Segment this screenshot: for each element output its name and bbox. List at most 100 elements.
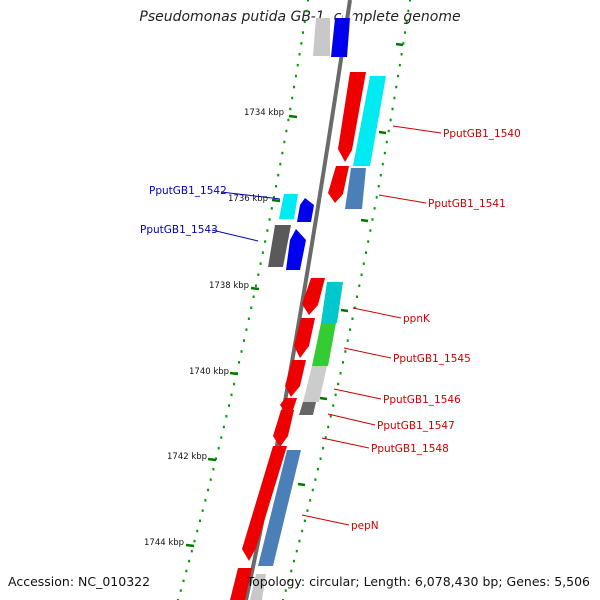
guide-dot	[233, 382, 236, 386]
guide-dot	[397, 74, 400, 78]
gene-arrow-1540-cyan[interactable]	[353, 76, 386, 166]
guide-dot	[287, 579, 290, 583]
guide-dot	[387, 129, 390, 133]
guide-dot	[185, 569, 188, 573]
label-PputGB1_1543[interactable]: PputGB1_1543	[140, 224, 218, 236]
gene-arrow-1546-lightgray[interactable]	[303, 366, 327, 402]
guide-dot	[284, 589, 287, 592]
guide-dot	[327, 425, 330, 429]
gene-arrow-1547-red[interactable]	[280, 398, 297, 412]
tick-label-1738: 1738 kbp	[209, 281, 249, 291]
guide-dot	[222, 425, 225, 429]
guide-dot	[309, 499, 312, 502]
gene-arrow-1547-darkgray[interactable]	[299, 402, 316, 415]
gene-arrow-1548-red[interactable]	[273, 410, 294, 447]
gene-arrow-1541-red[interactable]	[328, 166, 349, 203]
guide-dot	[306, 509, 309, 512]
guide-dot	[270, 207, 273, 210]
gene-arrow-1541-blue[interactable]	[345, 168, 366, 209]
gene-arrow-pepn-blue[interactable]	[258, 450, 301, 566]
guide-dot	[254, 284, 257, 288]
guide-dot	[311, 488, 314, 492]
tick-label-1736: 1736 kbp	[228, 194, 268, 204]
guide-dot	[381, 162, 384, 166]
guide-dot	[281, 151, 284, 155]
guide-dot	[245, 328, 248, 331]
guide-dot	[303, 519, 306, 523]
scale-ticks: 1734 kbp 1736 kbp 1738 kbp 1740 kbp 1742…	[144, 108, 298, 548]
topology-stats-text: Topology: circular; Length: 6,078,430 bp…	[246, 574, 590, 589]
guide-dot	[285, 129, 288, 133]
guide-dot	[230, 393, 233, 397]
guide-dot	[250, 306, 253, 309]
tick-label-1734: 1734 kbp	[244, 108, 284, 118]
guide-dot	[360, 273, 363, 276]
guide-dot	[391, 107, 394, 111]
guide-dot	[351, 317, 354, 320]
tick-1736	[271, 198, 281, 203]
guide-dot	[190, 549, 193, 553]
label-PputGB1_1540[interactable]: PputGB1_1540	[443, 128, 521, 140]
guide-dot	[371, 218, 374, 221]
guide-dot	[266, 229, 269, 232]
guide-dot	[375, 196, 378, 199]
guide-dot	[217, 446, 220, 450]
guide-dot	[268, 218, 271, 221]
guide-dot	[295, 549, 298, 553]
guide-dots	[177, 0, 411, 600]
label-PputGB1_1542[interactable]: PputGB1_1542	[149, 185, 227, 197]
guide-dot	[314, 478, 317, 481]
gene-arrow-1543-blue[interactable]	[286, 229, 306, 270]
gene-arrow-partial-bottom-red[interactable]	[230, 568, 252, 600]
guide-dot	[369, 229, 372, 232]
guide-dot	[404, 31, 407, 34]
gene-arrow-1545-green[interactable]	[312, 323, 336, 366]
gene-arrow-partial-bottom-gray[interactable]	[250, 574, 266, 600]
guide-dot	[238, 361, 241, 364]
guide-dot	[341, 361, 344, 364]
gene-arrow-ppnk-red[interactable]	[302, 278, 325, 315]
gene-arrow-1540-red[interactable]	[338, 72, 366, 162]
gene-arrow-ppnk-cyan[interactable]	[321, 282, 343, 323]
guide-dot	[207, 488, 210, 492]
gene-arrow-1543-gray[interactable]	[268, 225, 291, 267]
guide-dot	[212, 467, 215, 471]
guide-dot	[291, 96, 294, 100]
gene-arrow-pepn-red[interactable]	[242, 446, 287, 561]
gene-arrow-1545-red[interactable]	[294, 318, 315, 358]
guide-dot	[393, 96, 396, 100]
guide-dot	[383, 151, 386, 155]
gene-arrow-1542-cyan[interactable]	[279, 194, 298, 219]
label-PputGB1_1541[interactable]: PputGB1_1541	[428, 198, 506, 210]
tick-label-1742: 1742 kbp	[167, 452, 207, 462]
gene-arrow-1546-red[interactable]	[285, 360, 306, 397]
guide-dot	[319, 457, 322, 460]
guide-dot	[334, 393, 337, 397]
guide-dot	[209, 478, 212, 481]
tick-1742	[207, 457, 217, 462]
label-PputGB1_1548[interactable]: PputGB1_1548	[371, 443, 449, 455]
guide-dot	[377, 184, 380, 188]
gene-arrow-1542-blue[interactable]	[297, 198, 314, 222]
guide-dot	[289, 107, 292, 111]
guide-dot	[367, 240, 370, 243]
guide-dot	[329, 415, 332, 418]
tick-label-1740: 1740 kbp	[189, 367, 229, 377]
label-ppnK[interactable]: ppnK	[403, 313, 431, 325]
guide-dot	[305, 9, 308, 13]
label-PputGB1_1546[interactable]: PputGB1_1546	[383, 394, 461, 406]
guide-dot	[293, 85, 296, 89]
label-pepN[interactable]: pepN	[351, 520, 379, 532]
guide-dot	[395, 85, 398, 89]
guide-dot	[182, 579, 185, 583]
guide-dot	[324, 436, 327, 439]
guide-dot	[259, 262, 262, 265]
gene-arrow-partial-blue[interactable]	[331, 18, 350, 57]
label-PputGB1_1545[interactable]: PputGB1_1545	[393, 353, 471, 365]
guide-dot	[303, 20, 306, 24]
guide-dot	[296, 63, 299, 67]
guide-dot	[407, 9, 410, 13]
gene-arrow-partial-gray[interactable]	[313, 18, 330, 56]
label-PputGB1_1547[interactable]: PputGB1_1547	[377, 420, 455, 432]
